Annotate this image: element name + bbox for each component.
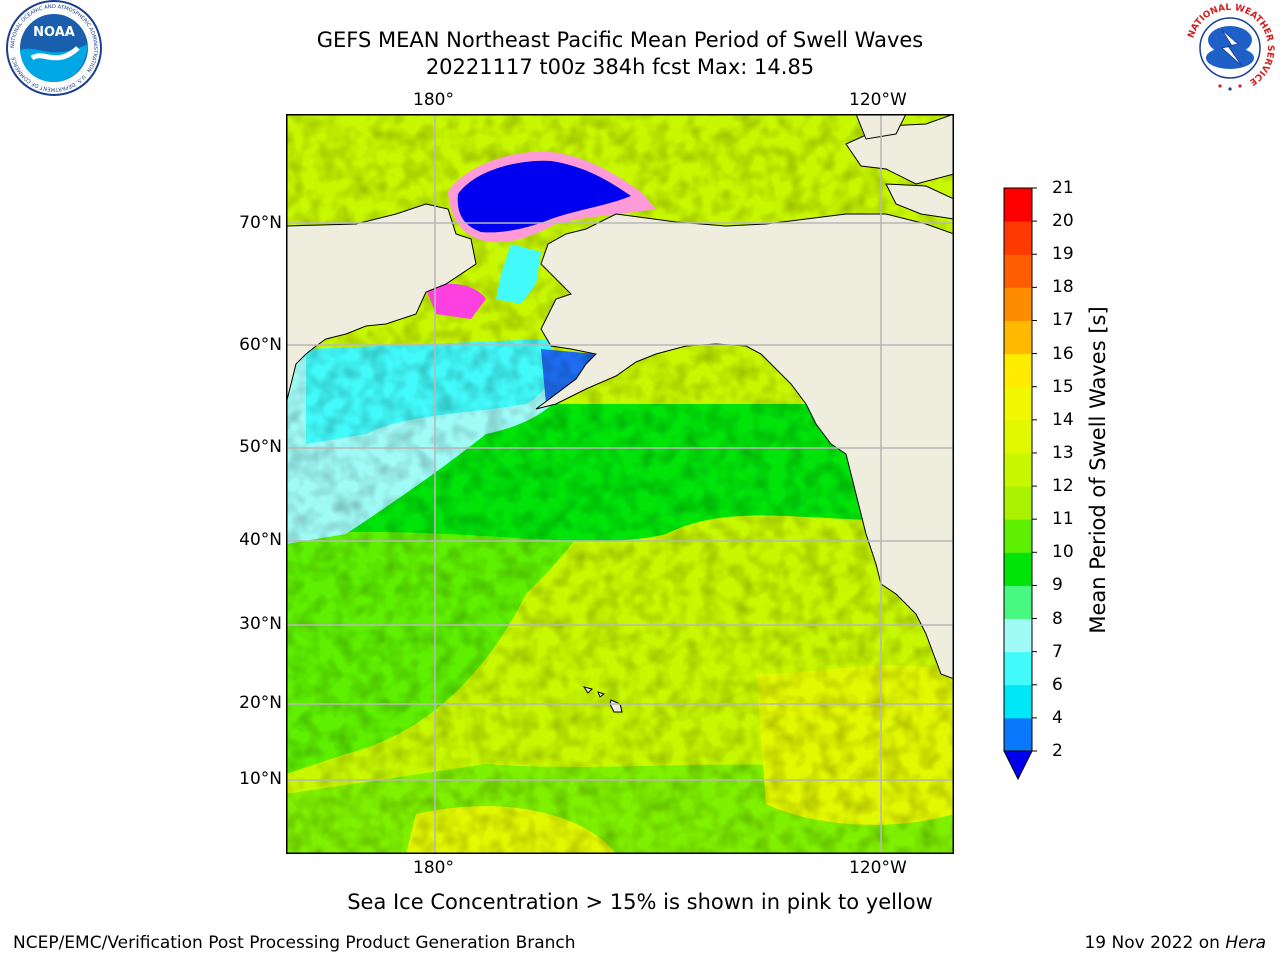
map-subtitle: 20221117 t00z 384h fcst Max: 14.85 [425, 55, 815, 79]
noaa-logo: NATIONAL OCEANIC AND ATMOSPHERIC ADMINIS… [6, 0, 102, 96]
sea-ice-note: Sea Ice Concentration > 15% is shown in … [347, 890, 933, 914]
colorbar-tick-label: 6 [1052, 674, 1063, 695]
ice-pink-strait [426, 283, 486, 319]
colorbar-tick-label: 20 [1052, 211, 1074, 232]
colorbar-segment [1004, 651, 1032, 686]
noaa-logo-text: NOAA [33, 25, 75, 40]
colorbar-tick-label: 13 [1052, 442, 1074, 463]
colorbar-segment [1004, 221, 1032, 255]
colorbar-tick-label: 16 [1052, 343, 1074, 364]
colorbar-tick-label: 8 [1052, 608, 1063, 629]
lon-label-top-120w: 120°W [849, 90, 907, 110]
lat-label-20n: 20°N [239, 693, 282, 713]
colorbar-tick-label: 9 [1052, 575, 1063, 596]
colorbar-segment [1004, 188, 1032, 222]
colorbar-tick-label: 14 [1052, 409, 1074, 430]
colorbar-segment [1004, 386, 1032, 421]
footer-date: 19 Nov 2022 on Hera [1084, 933, 1266, 953]
colorbar-tick-label: 15 [1052, 376, 1074, 397]
colorbar-segment [1004, 419, 1032, 454]
graticule [286, 114, 954, 854]
footer-machine: Hera [1225, 933, 1266, 953]
colorbar-tick-label: 4 [1052, 707, 1063, 728]
colorbar-segment [1004, 353, 1032, 388]
lon-label-top-180: 180° [413, 90, 454, 110]
colorbar-segment [1004, 717, 1032, 752]
colorbar-under-triangle [1003, 750, 1033, 781]
colorbar-tick-label: 21 [1052, 178, 1074, 198]
colorbar-tick-label: 18 [1052, 277, 1074, 298]
colorbar-segment [1004, 618, 1032, 653]
nws-logo: NATIONAL WEATHER SERVICE [1183, 1, 1277, 95]
lat-label-40n: 40°N [239, 530, 282, 550]
footer-date-text: 19 Nov 2022 on [1084, 933, 1220, 953]
colorbar-tick-label: 7 [1052, 641, 1063, 662]
colorbar-segment [1004, 287, 1032, 321]
colorbar-segment [1004, 519, 1032, 553]
colorbar [1003, 187, 1037, 781]
colorbar-segment [1004, 320, 1032, 355]
colorbar-segment [1004, 552, 1032, 586]
colorbar-segment [1004, 684, 1032, 719]
map-title: GEFS MEAN Northeast Pacific Mean Period … [316, 28, 924, 52]
colorbar-segment [1004, 452, 1032, 487]
colorbar-segment [1004, 254, 1032, 288]
colorbar-segment [1004, 486, 1032, 520]
colorbar-tick-label: 10 [1052, 542, 1074, 563]
colorbar-label: Mean Period of Swell Waves [s] [1086, 306, 1110, 634]
colorbar-segment [1004, 585, 1032, 620]
colorbar-tick-label: 17 [1052, 310, 1074, 331]
lat-label-70n: 70°N [239, 213, 282, 233]
land-russia [286, 203, 477, 405]
lon-label-bottom-120w: 120°W [849, 858, 907, 878]
lat-label-10n: 10°N [239, 769, 282, 789]
colorbar-tick-label: 11 [1052, 509, 1074, 530]
land-north-america [535, 213, 954, 680]
colorbar-tick-label: 19 [1052, 244, 1074, 265]
lat-label-50n: 50°N [239, 437, 282, 457]
swell-period-map [286, 114, 954, 854]
footer-credit: NCEP/EMC/Verification Post Processing Pr… [13, 933, 576, 953]
lat-label-30n: 30°N [239, 614, 282, 634]
field-deep-blue-chukchi [457, 160, 631, 233]
colorbar-frame [1003, 187, 1033, 752]
field-cyan-strait [496, 244, 541, 304]
colorbar-tick-label: 12 [1052, 476, 1074, 497]
colorbar-tick-label: 2 [1052, 741, 1063, 761]
lat-label-60n: 60°N [239, 335, 282, 355]
land-arctic-islands-3 [885, 183, 954, 220]
lon-label-bottom-180: 180° [413, 858, 454, 878]
